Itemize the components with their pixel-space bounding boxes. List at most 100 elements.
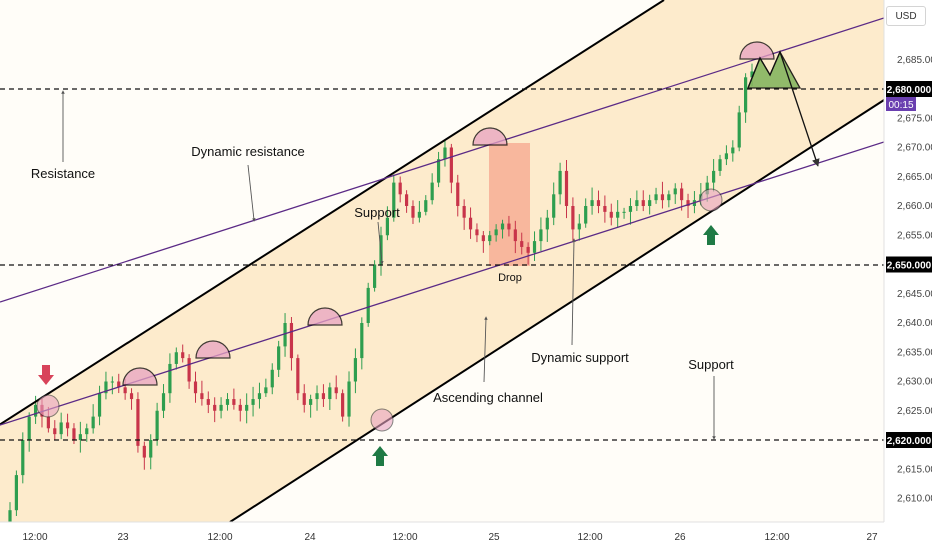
resistance-touch-bubble [195,340,231,359]
candle-body [161,393,166,411]
dynamic-resistance-label: Dynamic resistance [191,144,304,159]
candle-body [174,352,178,364]
candle-body [705,182,709,195]
candle-body [398,182,402,195]
candle-body [219,404,223,411]
candle-body [635,200,639,206]
candle-body [673,188,677,195]
candle-body [283,323,287,347]
candle-body [238,404,242,411]
time-tick-label: 12:00 [392,532,417,543]
resistance-touch-bubble [739,41,775,60]
support-low-price-label-bg [886,432,932,448]
candle-body [475,229,479,236]
candle-body [251,399,255,405]
ascending-channel-fill [0,0,884,522]
time-tick-label: 12:00 [764,532,789,543]
candle-body [648,200,652,206]
candle-body [353,358,358,382]
candle-body [481,235,485,242]
candle-body [85,428,89,435]
countdown-label: 00:15 [888,100,913,111]
annotation-pointer [483,316,488,383]
time-axis [0,522,884,550]
time-tick-label: 12:00 [577,532,602,543]
candle-body [731,147,735,154]
candle-body [27,416,31,440]
time-tick-label: 26 [674,532,686,543]
price-tick-label: 2,665.000 [897,172,932,183]
candle-body [660,194,665,201]
resistance-touch-bubble [307,307,343,326]
time-tick-label: 12:00 [22,532,47,543]
buy-signal-arrow [703,225,719,245]
dynamic-support-label: Dynamic support [531,350,629,365]
candle-body [750,71,754,78]
candle-body [654,194,658,201]
price-tick-label: 2,625.000 [897,406,932,417]
price-tick-label: 2,655.000 [897,230,932,241]
candle-body [270,369,274,388]
candle-body [21,440,25,476]
candle-body [200,393,204,400]
touch-circle [370,408,394,432]
price-tick-label: 2,675.000 [897,113,932,124]
candle-body [46,416,50,429]
candle-body [436,159,441,183]
support-mid-price-label: 2,650.000 [887,261,932,272]
resistance-touch-bubble [122,367,158,386]
resistance-price-label-bg [886,81,932,97]
candle-body [507,223,511,230]
candle-body [718,159,722,171]
candle-body [558,170,562,195]
candle-body [609,211,613,218]
candle-body [641,200,645,206]
candle-body [104,381,108,394]
candle-body [302,393,306,405]
ascending-channel-label: Ascending channel [433,390,543,405]
candle-body [181,352,185,359]
candle-body [296,358,300,394]
candle-body [225,399,230,405]
candle-body [443,147,447,160]
price-tick-label: 2,645.000 [897,289,932,300]
candle-body [264,387,268,394]
candle-body [494,229,498,236]
candle-body [149,440,153,458]
price-tick-label: 2,635.000 [897,347,932,358]
candle-body [392,182,396,218]
candle-body [596,200,601,206]
candle-body [213,404,217,411]
candle-body [545,217,549,230]
price-tick-label: 2,685.000 [897,55,932,66]
candle-body [686,200,690,206]
candle-body [136,399,140,446]
candle-body [737,112,741,148]
candle-body [430,182,434,201]
candle-body [404,194,409,206]
candle-body [526,246,530,253]
candle-body [622,211,626,213]
resistance-touch-bubble [472,127,508,146]
candle-body [187,358,191,382]
resistance-label: Resistance [31,166,95,181]
currency-button[interactable]: USD [886,6,926,26]
candle-body [411,206,415,218]
support-low-price-label: 2,620.000 [887,436,932,447]
time-tick-label: 24 [304,532,316,543]
candle-body [110,381,114,383]
channel-upper-line [0,0,665,426]
price-tick-label: 2,670.000 [897,143,932,154]
candle-body [14,475,18,511]
buy-signal-arrow [372,446,388,466]
time-tick-label: 25 [488,532,500,543]
candle-body [257,393,262,400]
dynamic-resistance-line [0,17,884,303]
candle-body [193,381,198,394]
price-tick-label: 2,630.000 [897,377,932,388]
candle-body [347,381,351,417]
candle-body [168,363,172,394]
sell-signal-arrow [38,365,54,385]
projection-path [747,50,820,167]
